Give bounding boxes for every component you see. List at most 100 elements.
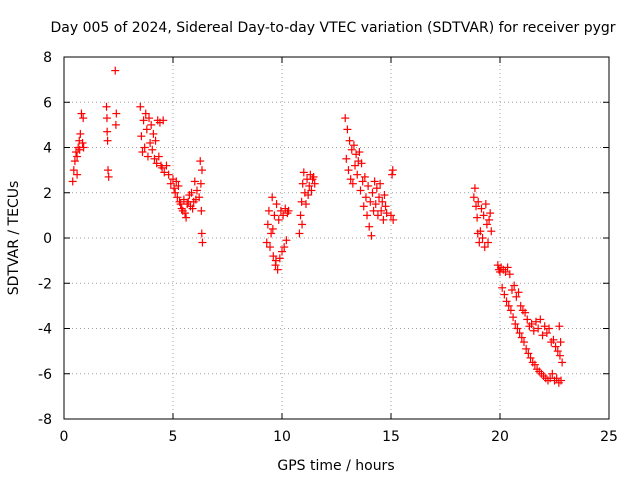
data-point: [143, 152, 152, 161]
data-point: [556, 338, 565, 347]
data-point: [282, 236, 291, 245]
data-point: [382, 209, 391, 218]
data-point: [522, 344, 531, 353]
data-point: [280, 243, 289, 252]
data-point: [513, 324, 522, 333]
data-point: [558, 358, 567, 367]
data-point: [138, 148, 147, 157]
data-point: [268, 193, 277, 202]
data-point: [517, 333, 526, 342]
data-point: [76, 129, 85, 138]
data-point: [146, 138, 155, 147]
y-tick-label: 2: [43, 186, 52, 202]
data-point: [305, 181, 314, 190]
data-point: [279, 211, 288, 220]
data-point: [73, 170, 82, 179]
data-point: [514, 288, 523, 297]
data-point: [473, 229, 482, 238]
data-point: [369, 206, 378, 215]
data-point: [504, 301, 513, 310]
data-point: [272, 200, 281, 209]
y-tick-label: -2: [38, 276, 52, 292]
data-point: [304, 191, 313, 200]
data-point: [353, 170, 362, 179]
data-point: [141, 109, 150, 118]
data-point: [473, 213, 482, 222]
data-point: [151, 136, 160, 145]
data-point: [549, 335, 558, 344]
data-point: [262, 238, 271, 247]
data-point: [371, 200, 380, 209]
data-point: [524, 349, 533, 358]
y-tick-label: 0: [43, 231, 52, 247]
data-point: [380, 191, 389, 200]
data-point: [198, 238, 207, 247]
data-point: [356, 186, 365, 195]
data-point: [501, 267, 510, 276]
y-tick-label: -8: [38, 412, 52, 428]
data-point: [173, 193, 182, 202]
data-point: [140, 143, 149, 152]
data-point: [150, 154, 159, 163]
data-point: [111, 66, 120, 75]
data-point: [266, 243, 275, 252]
data-point: [351, 161, 360, 170]
data-point: [344, 166, 353, 175]
data-point: [479, 211, 488, 220]
data-point: [345, 136, 354, 145]
data-point: [349, 141, 358, 150]
data-point: [347, 145, 356, 154]
data-point: [139, 116, 148, 125]
data-point: [507, 286, 516, 295]
data-point: [102, 114, 111, 123]
data-point: [104, 166, 113, 175]
data-point: [519, 338, 528, 347]
data-point: [478, 234, 487, 242]
data-point: [526, 353, 535, 362]
data-point: [171, 188, 180, 197]
data-point: [78, 138, 87, 147]
data-point: [274, 215, 283, 224]
data-point: [310, 179, 319, 188]
data-point: [475, 238, 484, 247]
data-point: [469, 193, 478, 202]
data-point: [192, 186, 201, 195]
data-point: [172, 177, 181, 186]
data-point: [486, 209, 495, 218]
data-point: [69, 166, 78, 175]
data-point: [366, 197, 375, 206]
data-point: [516, 301, 525, 310]
data-point: [68, 177, 77, 186]
data-point: [152, 159, 161, 168]
data-point: [503, 263, 512, 272]
data-point: [179, 195, 188, 204]
data-point: [551, 342, 560, 351]
data-point: [527, 319, 536, 328]
data-point: [361, 193, 370, 202]
data-point: [136, 102, 145, 111]
data-point: [553, 347, 562, 356]
data-point: [263, 220, 272, 229]
x-tick-label: 15: [382, 429, 400, 445]
data-point: [273, 265, 282, 274]
data-point: [480, 243, 489, 252]
data-point: [387, 211, 395, 220]
data-point: [498, 283, 507, 292]
data-point: [368, 188, 377, 197]
data-point: [367, 231, 376, 240]
data-point: [284, 206, 293, 215]
data-point: [472, 202, 481, 211]
data-point: [540, 322, 549, 331]
data-point: [388, 170, 397, 179]
data-point: [271, 256, 280, 265]
y-axis-label: SDTVAR / TECUs: [6, 181, 22, 296]
data-point: [388, 166, 397, 175]
data-point: [377, 206, 386, 215]
data-point: [154, 152, 163, 161]
data-point: [534, 324, 543, 333]
data-point: [297, 197, 306, 206]
data-point: [365, 222, 374, 231]
data-point: [358, 177, 367, 186]
data-point: [164, 170, 173, 179]
data-point: [502, 297, 511, 306]
